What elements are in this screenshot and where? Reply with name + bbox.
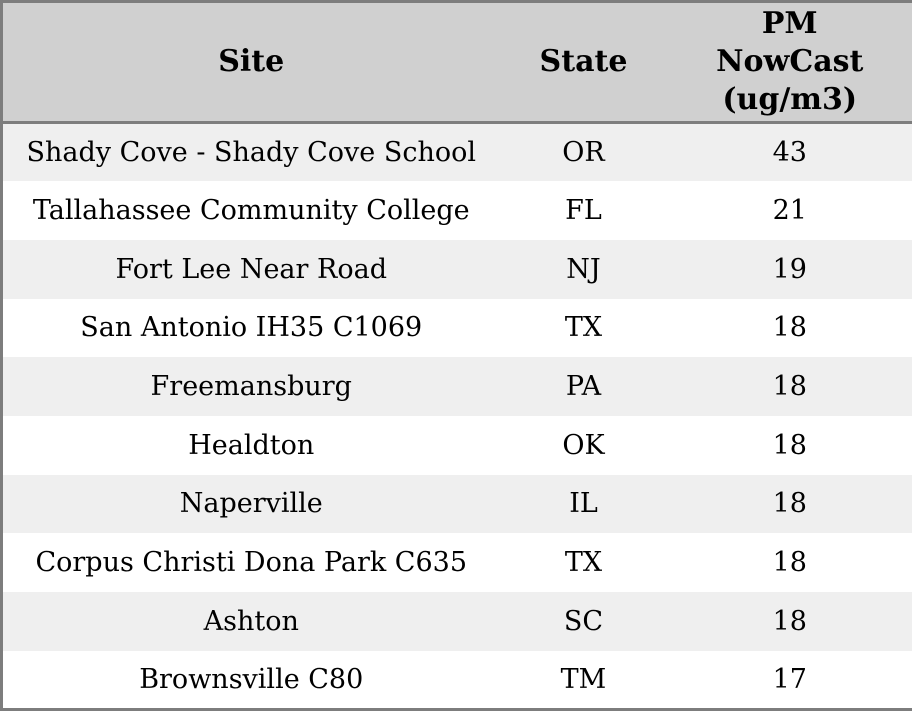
table-row: Tallahassee Community College FL 21 [1, 181, 912, 240]
table-body: Shady Cove - Shady Cove School OR 43 Tal… [1, 122, 912, 710]
cell-pm-nowcast: 17 [772, 663, 807, 695]
table-row: Freemansburg PA 18 [1, 357, 912, 416]
cell-pm-nowcast: 18 [772, 371, 807, 403]
cell-state: TX [564, 312, 603, 344]
table-header: Site State PM NowCast (ug/m3) [1, 1, 912, 124]
cell-state: IL [569, 488, 598, 520]
cell-pm-nowcast: 43 [772, 137, 807, 169]
cell-pm-nowcast: 18 [772, 429, 807, 461]
table-row: Brownsville C80 TM 17 [1, 650, 912, 710]
table-row: Ashton SC 18 [1, 592, 912, 651]
cell-site: Corpus Christi Dona Park C635 [35, 547, 467, 579]
cell-pm-nowcast: 18 [772, 605, 807, 637]
cell-pm-nowcast: 18 [772, 488, 807, 520]
header-row: Site State PM NowCast (ug/m3) [1, 1, 912, 124]
column-header-pm-nowcast: PM NowCast (ug/m3) [667, 1, 912, 124]
cell-site: Naperville [179, 488, 323, 520]
cell-state: PA [565, 371, 602, 403]
column-header-pm-nowcast-label: PM NowCast (ug/m3) [716, 6, 864, 117]
cell-site: Ashton [203, 605, 299, 637]
cell-pm-nowcast: 18 [772, 312, 807, 344]
cell-state: NJ [566, 253, 601, 285]
cell-pm-nowcast: 21 [772, 195, 807, 227]
cell-pm-nowcast: 18 [772, 547, 807, 579]
cell-pm-nowcast: 19 [772, 253, 807, 285]
table-row: Fort Lee Near Road NJ 19 [1, 239, 912, 299]
column-header-site-label: Site [218, 44, 285, 79]
cell-site: Fort Lee Near Road [115, 253, 387, 285]
cell-state: FL [565, 195, 602, 227]
cell-state: TX [564, 547, 603, 579]
table-row: Naperville IL 18 [1, 474, 912, 534]
table-row: Corpus Christi Dona Park C635 TX 18 [1, 533, 912, 592]
column-header-state-label: State [539, 44, 628, 79]
cell-site: Healdton [188, 429, 315, 461]
table-row: Shady Cove - Shady Cove School OR 43 [1, 122, 912, 182]
cell-state: OR [562, 137, 605, 169]
cell-state: SC [563, 605, 604, 637]
cell-site: Freemansburg [150, 371, 352, 403]
cell-site: Shady Cove - Shady Cove School [26, 137, 477, 169]
cell-state: OK [562, 429, 605, 461]
cell-state: TM [560, 663, 607, 695]
column-header-state: State [499, 1, 668, 124]
cell-site: Brownsville C80 [139, 663, 364, 695]
cell-site: San Antonio IH35 C1069 [80, 312, 423, 344]
cell-site: Tallahassee Community College [32, 195, 470, 227]
table-row: Healdton OK 18 [1, 415, 912, 475]
table-row: San Antonio IH35 C1069 TX 18 [1, 298, 912, 358]
column-header-site: Site [1, 1, 500, 124]
